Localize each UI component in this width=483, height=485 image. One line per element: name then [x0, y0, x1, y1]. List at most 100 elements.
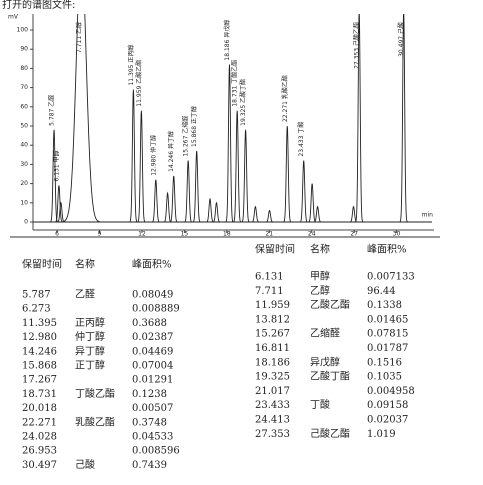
x-tick-label: 15 — [181, 231, 189, 238]
peak-label: 18.731 丁酸乙酯 — [231, 60, 239, 107]
plot-area — [33, 14, 432, 223]
compound-name: 己酸乙酯 — [310, 427, 350, 440]
peak — [233, 110, 242, 223]
peak-area: 0.7439 — [132, 460, 167, 471]
retention-time: 6.131 — [255, 272, 284, 283]
x-tick-label: 9 — [98, 231, 102, 238]
table-header: 峰面积% — [132, 259, 172, 271]
peak-area: 0.1238 — [132, 389, 167, 400]
x-tick-label: 27 — [350, 231, 358, 238]
peak — [151, 179, 160, 223]
peak-label: 12.980 仲丁醇 — [149, 135, 157, 176]
peak-area: 0.1516 — [367, 357, 402, 368]
header-title: 打开的谱图文件: — [2, 0, 75, 11]
peak-area: 1.019 — [367, 429, 396, 440]
peak-area: 0.04533 — [132, 432, 173, 443]
retention-time: 22.271 — [22, 417, 57, 428]
compound-name: 异丁醇 — [75, 344, 105, 357]
retention-time: 23.433 — [255, 400, 290, 411]
y-tick-label: 50 — [20, 123, 28, 130]
y-tick-label: 70 — [20, 84, 28, 91]
retention-time: 15.868 — [22, 361, 57, 372]
compound-name: 甲醇 — [310, 270, 330, 283]
peak-label: 19.325 乙酸丁酯 — [239, 79, 247, 126]
peak-area: 0.08049 — [132, 290, 173, 301]
peak-label: 14.246 异丁醇 — [167, 131, 175, 172]
retention-time: 14.246 — [22, 346, 57, 357]
retention-time: 11.959 — [255, 300, 290, 311]
peak-area: 0.008889 — [132, 304, 180, 315]
peak-label: 11.395 正丙醇 — [127, 45, 135, 86]
peak-area: 0.09158 — [367, 400, 408, 411]
peak-area: 0.01291 — [132, 375, 173, 386]
compound-name: 乙酸丁酯 — [310, 370, 350, 383]
peak-area: 0.007133 — [367, 272, 415, 283]
peak-label: 5.787 乙醛 — [48, 95, 56, 126]
y-tick-label: 40 — [20, 142, 28, 149]
retention-time: 24.413 — [255, 415, 290, 426]
peak-area: 0.00507 — [132, 403, 173, 414]
peak-area: 0.02387 — [132, 332, 173, 343]
peak-area: 0.3688 — [132, 318, 167, 329]
peak-area: 0.04469 — [132, 346, 173, 357]
peak — [308, 183, 317, 223]
peak-area: 0.1338 — [367, 300, 402, 311]
peak — [299, 160, 308, 223]
peak — [61, 14, 102, 223]
y-tick-label: 90 — [20, 46, 28, 53]
retention-time: 15.267 — [255, 329, 290, 340]
peak — [212, 201, 221, 223]
table-header: 名称 — [75, 258, 95, 271]
x-tick-label: 24 — [308, 231, 316, 238]
compound-name: 乙酸乙酯 — [310, 298, 350, 311]
compound-name: 仲丁醇 — [75, 330, 105, 343]
peak — [129, 89, 138, 223]
x-tick-label: 30 — [393, 231, 401, 238]
peak — [241, 129, 250, 223]
x-unit: min — [422, 212, 434, 219]
peak — [137, 110, 146, 223]
retention-time: 11.395 — [22, 318, 57, 329]
peak-area: 0.1035 — [367, 372, 402, 383]
compound-name: 乙醛 — [75, 288, 95, 301]
peak — [54, 185, 63, 223]
retention-time: 7.711 — [255, 286, 284, 297]
peak — [313, 205, 322, 223]
retention-time: 6.273 — [22, 304, 51, 315]
retention-time: 17.267 — [22, 375, 57, 386]
y-tick-label: 10 — [20, 199, 28, 206]
peak-label: 11.959 乙酸乙酯 — [135, 60, 143, 107]
retention-time: 12.980 — [22, 332, 57, 343]
retention-time: 18.186 — [255, 357, 290, 368]
peak-area: 0.008596 — [132, 446, 180, 457]
peak — [206, 197, 214, 223]
retention-time: 19.325 — [255, 372, 290, 383]
x-tick-label: 18 — [223, 231, 231, 238]
peak-label: 27.353 己酸乙酯 — [353, 22, 361, 69]
y-tick-label: 60 — [20, 103, 28, 110]
y-tick-label: 30 — [20, 161, 28, 168]
peak-area: 0.02037 — [367, 415, 408, 426]
peak — [399, 14, 408, 223]
peak-label: 15.868 正丁醇 — [190, 106, 198, 147]
peak — [192, 150, 201, 223]
x-tick-label: 6 — [55, 231, 59, 238]
peak-label: 18.186 异戊醇 — [223, 20, 231, 61]
retention-time: 20.018 — [22, 403, 57, 414]
peak — [355, 14, 364, 223]
peak — [283, 125, 292, 223]
peak — [265, 209, 274, 223]
compound-name: 正丙醇 — [75, 316, 105, 329]
peak-area: 0.01787 — [367, 343, 408, 354]
compound-name: 己酸 — [75, 458, 95, 471]
compound-name: 异戊醇 — [310, 355, 340, 368]
retention-time: 16.811 — [255, 343, 290, 354]
compound-name: 乙缩醛 — [310, 327, 340, 340]
peak — [225, 64, 234, 223]
retention-time: 5.787 — [22, 290, 51, 301]
y-tick-label: 80 — [20, 65, 28, 72]
peak-area: 0.01465 — [367, 314, 408, 325]
peak — [184, 160, 193, 223]
compound-name: 乙醇 — [310, 284, 330, 297]
